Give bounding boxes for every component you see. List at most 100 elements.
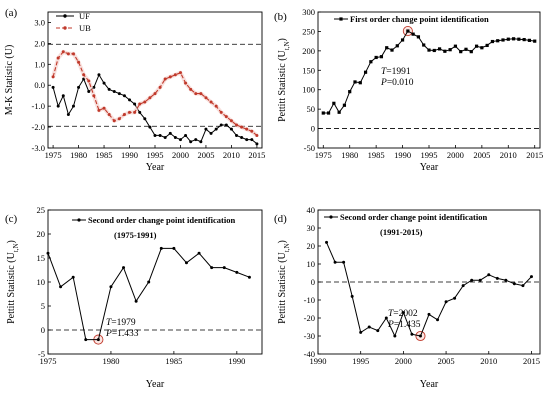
data-point xyxy=(51,85,55,89)
data-point xyxy=(214,127,218,131)
data-point xyxy=(418,334,422,338)
data-point xyxy=(470,278,474,282)
data-point xyxy=(363,70,368,74)
data-point xyxy=(444,300,448,304)
x-tick-label: 1990 xyxy=(228,356,245,366)
data-point xyxy=(326,111,331,115)
y-tick-label: 1.0 xyxy=(34,59,45,69)
y-tick-label: 15 xyxy=(37,253,46,263)
data-point xyxy=(325,240,329,244)
data-point xyxy=(143,117,147,121)
data-point xyxy=(128,98,132,102)
data-point xyxy=(395,44,399,48)
data-point xyxy=(46,251,50,255)
data-point xyxy=(337,110,341,114)
data-point xyxy=(210,266,214,270)
data-point xyxy=(71,104,75,108)
y-tick-label: 10 xyxy=(37,277,46,287)
y-tick-label: 250 xyxy=(302,26,315,36)
data-point xyxy=(255,133,259,137)
data-point xyxy=(379,55,384,59)
legend-marker xyxy=(63,26,67,30)
data-point xyxy=(410,332,414,336)
data-point xyxy=(235,270,239,274)
data-point xyxy=(359,330,363,334)
data-point xyxy=(219,123,223,127)
data-point xyxy=(158,133,162,137)
data-point xyxy=(168,75,172,79)
y-tick-label: -2.0 xyxy=(32,122,45,132)
annotation-p: P=1.435 xyxy=(387,320,421,330)
y-axis-title-close: ) xyxy=(277,240,288,243)
data-point xyxy=(184,133,188,137)
data-point xyxy=(453,296,457,300)
data-point xyxy=(506,37,510,41)
data-point xyxy=(459,50,463,54)
data-point xyxy=(512,282,516,286)
x-tick-label: 1980 xyxy=(102,356,119,366)
data-point xyxy=(453,44,458,48)
y-tick-label: 30 xyxy=(307,223,316,233)
y-tick-label: -40 xyxy=(304,349,315,359)
data-point xyxy=(189,140,193,144)
data-point xyxy=(240,136,244,140)
data-point xyxy=(214,104,218,108)
data-point xyxy=(194,92,198,96)
data-point xyxy=(199,140,203,144)
data-point xyxy=(321,111,325,115)
y-tick-label: -3.0 xyxy=(32,143,45,153)
y-tick-label: 2.0 xyxy=(34,38,45,48)
chart-subtitle: (1991-2015) xyxy=(380,227,423,237)
data-point xyxy=(416,35,421,39)
data-point xyxy=(485,43,489,48)
data-point xyxy=(224,115,228,119)
annotation-t: T=1979 xyxy=(106,318,136,328)
y-tick-label: 0 xyxy=(311,124,315,134)
y-tick-label: -10 xyxy=(304,295,315,305)
x-tick-label: 2005 xyxy=(197,150,214,160)
y-tick-label: 200 xyxy=(302,46,315,56)
data-point xyxy=(163,136,167,140)
chart-panel-3: 1975 1980 1985 1990 -5 0 5 10 15 20 25 Year Pettitt … xyxy=(5,205,263,390)
x-axis-title: Year xyxy=(420,379,439,390)
y-tick-label: 3.0 xyxy=(34,17,45,27)
panel-letter: (b) xyxy=(274,11,287,23)
y-tick-label: 150 xyxy=(302,65,315,75)
data-point xyxy=(184,261,188,265)
legend-marker xyxy=(63,14,67,18)
data-point xyxy=(374,55,378,60)
data-point xyxy=(478,278,482,282)
data-point xyxy=(358,81,362,85)
x-tick-label: 1985 xyxy=(96,150,113,160)
data-point xyxy=(87,79,91,83)
data-point xyxy=(107,87,111,91)
data-point xyxy=(122,266,126,270)
data-point xyxy=(153,133,157,137)
data-point xyxy=(87,90,91,94)
y-axis-title-subscript: t,N xyxy=(12,243,20,252)
data-point xyxy=(163,77,167,81)
x-tick-label: 1990 xyxy=(310,356,327,366)
data-point xyxy=(229,119,233,123)
data-point xyxy=(393,334,397,338)
data-point xyxy=(66,113,70,117)
y-axis-title-close: ) xyxy=(277,38,288,41)
data-point xyxy=(77,85,81,89)
data-point xyxy=(56,104,60,108)
data-point xyxy=(71,275,75,279)
y-tick-label: 25 xyxy=(37,205,46,215)
data-point xyxy=(511,37,516,41)
data-point xyxy=(224,123,228,127)
x-tick-label: 2010 xyxy=(480,356,497,366)
x-tick-label: 2015 xyxy=(523,356,540,366)
data-point xyxy=(117,92,121,96)
chart-subtitle: (1975-1991) xyxy=(114,230,157,240)
data-point xyxy=(332,101,336,105)
data-point xyxy=(148,96,152,100)
x-tick-label: 2005 xyxy=(473,150,490,160)
data-point xyxy=(97,73,101,77)
chart-panel-2: 1975 1980 1985 1990 1995 2000 2005 2010 2015 -50 0… xyxy=(274,7,543,173)
data-point xyxy=(122,113,126,117)
data-point xyxy=(112,119,116,123)
data-point xyxy=(204,127,208,131)
